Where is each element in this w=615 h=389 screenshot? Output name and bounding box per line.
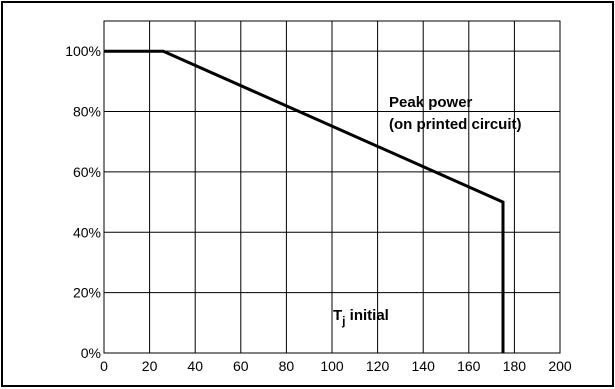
x-tick-label: 40 — [187, 358, 203, 374]
x-tick-label: 180 — [503, 358, 527, 374]
x-tick-label: 140 — [412, 358, 436, 374]
y-tick-label: 100% — [65, 43, 101, 59]
x-tick-label: 80 — [279, 358, 295, 374]
y-tick-label: 20% — [73, 285, 101, 301]
annotation-tj-rest: initial — [346, 307, 389, 324]
annotation-tj-initial: Tj initial — [333, 307, 389, 328]
tick-labels: 0 20 40 60 80 100 120 140 160 180 200 0% 20% 40% 60% 80… — [65, 43, 572, 374]
x-tick-label: 0 — [100, 358, 108, 374]
grid — [104, 21, 561, 353]
annotation-peak-power-line2: (on printed circuit) — [389, 116, 522, 133]
y-tick-label: 40% — [73, 224, 101, 240]
axes — [103, 20, 561, 354]
plot-frame — [103, 20, 561, 354]
annotation-peak-power-line1: Peak power — [389, 94, 473, 111]
y-tick-label: 80% — [73, 104, 101, 120]
annotation-peak-power: Peak power (on printed circuit) — [389, 94, 522, 133]
x-tick-label: 20 — [142, 358, 158, 374]
x-tick-label: 120 — [366, 358, 390, 374]
x-tick-label: 100 — [320, 358, 344, 374]
series-layer — [104, 49, 505, 353]
x-tick-label: 200 — [548, 358, 572, 374]
annotation-tj-main: T — [333, 307, 342, 324]
y-tick-label: 60% — [73, 164, 101, 180]
series-line — [104, 49, 505, 353]
x-tick-label: 160 — [457, 358, 481, 374]
annotation-tj-sub: j — [341, 314, 345, 328]
y-tick-label: 0% — [81, 345, 101, 361]
x-tick-label: 60 — [233, 358, 249, 374]
